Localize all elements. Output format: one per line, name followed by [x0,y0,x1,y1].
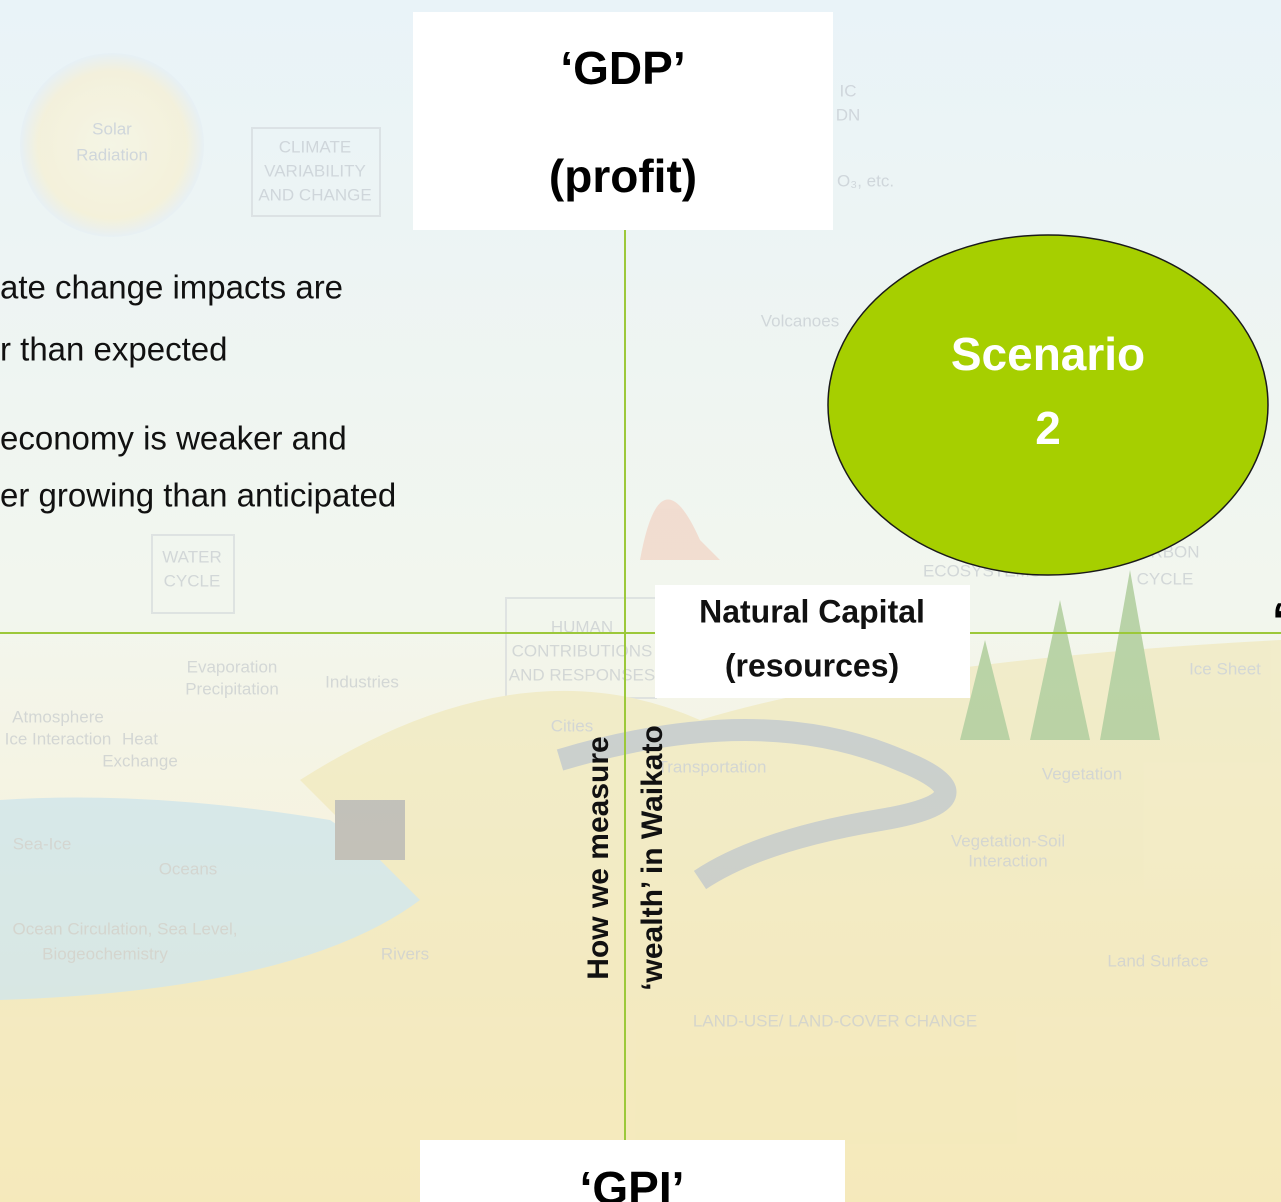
background-label: Rivers [381,944,429,963]
background-label: Radiation [76,145,148,164]
background-label: Exchange [102,751,178,770]
background-label: Vegetation [1042,764,1122,783]
background-label: CLIMATE [279,137,351,156]
background-label: Atmosphere [12,707,104,726]
background-label: Solar [92,119,132,138]
background-label: LAND-USE/ LAND-COVER CHANGE [693,1011,977,1030]
background-label: Industries [325,672,399,691]
background-label: Biogeochemistry [42,944,168,963]
background-label: Cities [551,716,594,735]
bottom-label: ‘GPI’ [580,1162,685,1202]
bullet-text: r than expected [0,331,228,368]
bullet-text: ate change impacts are [0,269,343,306]
scenario-label: Scenario [951,328,1145,380]
background-label: Sea-Ice [13,834,72,853]
background-label: Precipitation [185,679,279,698]
top-label: (profit) [549,150,697,202]
background-label: Vegetation-Soil [951,831,1065,850]
background-label: VARIABILITY [264,161,366,180]
background-label: Transportation [658,757,767,776]
background-label: Evaporation [187,657,278,676]
background-label: AND RESPONSES [509,665,655,684]
background-label: Heat [122,729,158,748]
background-label: Interaction [968,851,1047,870]
background-label: Land Surface [1107,951,1208,970]
bullet-text: economy is weaker and [0,420,347,457]
right-edge-mark: ‘ [1272,593,1281,649]
factory [335,800,405,860]
background-label: Ice Sheet [1189,659,1261,678]
background-label: CYCLE [1137,569,1194,588]
background-label: Ice Interaction [5,729,112,748]
right-label: Natural Capital [699,593,925,629]
background-label: DN [836,105,861,124]
background-label: Volcanoes [761,311,839,330]
vertical-label: How we measure [582,736,615,979]
background-label: IC [840,81,857,100]
right-label: (resources) [725,647,899,683]
vertical-label: ‘wealth’ in Waikato [636,725,669,991]
top-label: ‘GDP’ [560,42,685,94]
bullet-text: er growing than anticipated [0,477,396,514]
background-label: CONTRIBUTIONS [512,641,653,660]
slide: Solar Radiation CLIMATE VARIABILITY AND CHAN… [0,0,1281,1202]
background-label: Ocean Circulation, Sea Level, [13,919,238,938]
background-label: AND CHANGE [258,185,371,204]
page: { "background": { "labels": ["Solar", "R… [0,0,1281,1202]
background-label: CYCLE [164,571,221,590]
background-label: WATER [162,547,222,566]
scenario-label: 2 [1035,402,1061,454]
background-label: Oceans [159,859,218,878]
